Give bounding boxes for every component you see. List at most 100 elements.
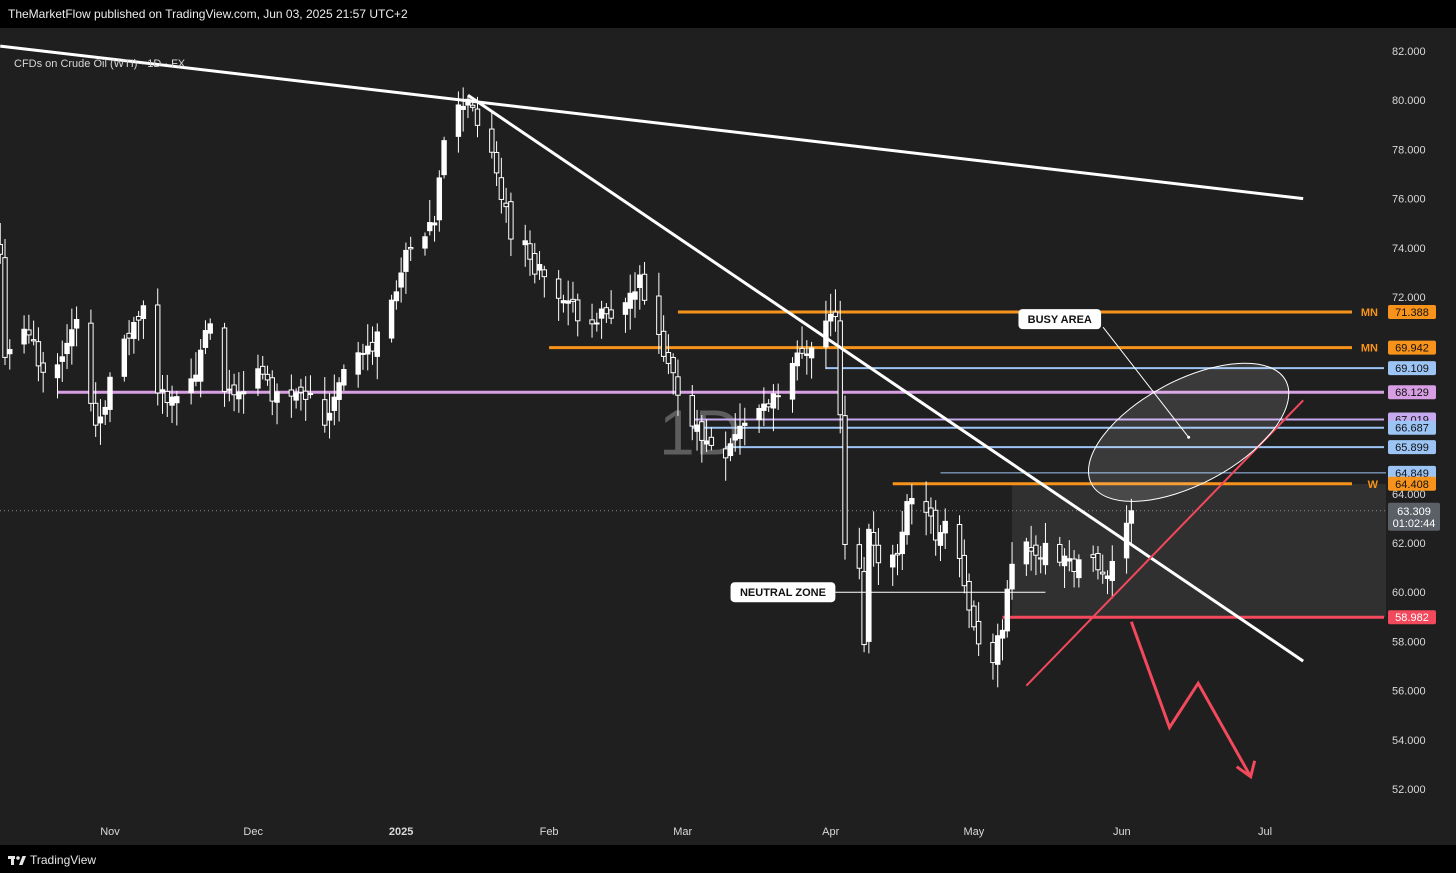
candle-body xyxy=(637,274,643,288)
y-tick-label: 52.000 xyxy=(1392,784,1426,796)
candle-body xyxy=(26,329,32,336)
busy-area-dot xyxy=(1187,435,1191,439)
candle-body xyxy=(131,322,137,339)
candle-body xyxy=(1090,554,1096,558)
candle-body xyxy=(369,341,376,352)
candle-body xyxy=(1128,510,1135,524)
candle-body xyxy=(1033,544,1039,556)
candle-body xyxy=(1057,543,1063,563)
price-label-68.129: 68.129 xyxy=(1395,387,1429,399)
candle-body xyxy=(341,369,347,386)
candle-body xyxy=(1076,559,1082,579)
candle-body xyxy=(474,108,481,126)
candle-body xyxy=(894,552,901,556)
candle-body xyxy=(875,544,882,564)
y-tick-label: 60.000 xyxy=(1392,587,1426,599)
candle-body xyxy=(890,554,896,568)
price-label-bg xyxy=(1388,420,1436,435)
candle-body xyxy=(231,384,237,396)
candle-body xyxy=(393,291,400,302)
candle-body xyxy=(503,202,509,208)
candle-body xyxy=(398,272,404,288)
price-label-58.982: 58.982 xyxy=(1395,612,1429,624)
instrument-label: CFDs on Crude Oil (WTI) · 1D · FX xyxy=(14,58,186,70)
neutral-zone-box xyxy=(1012,483,1386,618)
y-tick-label: 82.000 xyxy=(1392,46,1426,58)
x-tick-label: Nov xyxy=(100,826,120,838)
candle-body xyxy=(73,319,80,329)
candle-body xyxy=(870,532,877,546)
candle-body xyxy=(527,243,533,260)
candle-body xyxy=(904,501,910,536)
candle-body xyxy=(956,524,963,559)
candle-body xyxy=(508,201,514,240)
x-tick-label: Mar xyxy=(673,826,692,838)
candle-body xyxy=(532,253,538,275)
candle-body xyxy=(632,291,638,300)
candle-body xyxy=(422,236,428,249)
candle-body xyxy=(675,376,681,396)
candle-body xyxy=(159,389,166,393)
candle-body xyxy=(1104,575,1111,579)
candle-body xyxy=(832,311,839,318)
candle-body xyxy=(436,177,443,221)
candle-body xyxy=(107,376,113,410)
candle-body xyxy=(493,152,500,174)
candle-body xyxy=(627,292,633,309)
candle-body xyxy=(489,128,495,153)
candle-body xyxy=(307,393,314,396)
candle-body xyxy=(670,356,676,374)
candle-body xyxy=(1028,547,1034,552)
candle-body xyxy=(608,309,614,319)
price-label-bg xyxy=(1388,361,1436,376)
candle-body xyxy=(236,391,242,400)
candle-body xyxy=(555,278,562,299)
price-label-65.899: 65.899 xyxy=(1395,442,1429,454)
publisher-line: TheMarketFlow published on TradingView.c… xyxy=(8,7,408,21)
y-tick-label: 78.000 xyxy=(1392,144,1426,156)
candle-body xyxy=(197,349,204,382)
candle-body xyxy=(928,507,934,517)
candle-body xyxy=(298,386,304,393)
candle-body xyxy=(560,300,567,304)
x-tick-label: Apr xyxy=(822,826,839,838)
candle-body xyxy=(140,305,147,319)
candle-body xyxy=(21,328,27,345)
candle-body xyxy=(331,396,338,411)
candle-body xyxy=(694,424,700,432)
candle-body xyxy=(431,222,438,226)
candle-body xyxy=(1009,563,1015,590)
candle-body xyxy=(269,377,275,402)
price-label-bg xyxy=(1388,385,1436,400)
annotation-box xyxy=(1018,309,1102,330)
candle-body xyxy=(135,315,142,321)
candle-body xyxy=(293,392,299,401)
candle-body xyxy=(92,402,99,426)
price-label-bg xyxy=(1388,305,1436,320)
candle-body xyxy=(999,629,1006,639)
candle-body xyxy=(565,300,571,304)
candle-body xyxy=(427,222,433,232)
candle-body xyxy=(536,264,543,271)
candle-body xyxy=(7,349,13,355)
price-label-bg xyxy=(1388,610,1436,625)
candle-body xyxy=(193,374,199,382)
y-tick-label: 64.000 xyxy=(1392,489,1426,501)
busy-area-pointer xyxy=(1102,326,1190,438)
candle-body xyxy=(732,434,738,441)
candle-body xyxy=(1095,553,1101,571)
candle-body xyxy=(188,378,194,393)
annotation-label: NEUTRAL ZONE xyxy=(740,587,826,599)
candle-body xyxy=(1061,555,1068,567)
x-tick-label: Jun xyxy=(1113,826,1131,838)
candle-body xyxy=(126,332,132,339)
candle-body xyxy=(40,362,46,373)
candle-body xyxy=(88,322,94,404)
candle-body xyxy=(727,443,734,457)
last-price-label-bg xyxy=(1388,502,1440,531)
candle-body xyxy=(2,257,8,358)
candle-body xyxy=(660,330,667,357)
